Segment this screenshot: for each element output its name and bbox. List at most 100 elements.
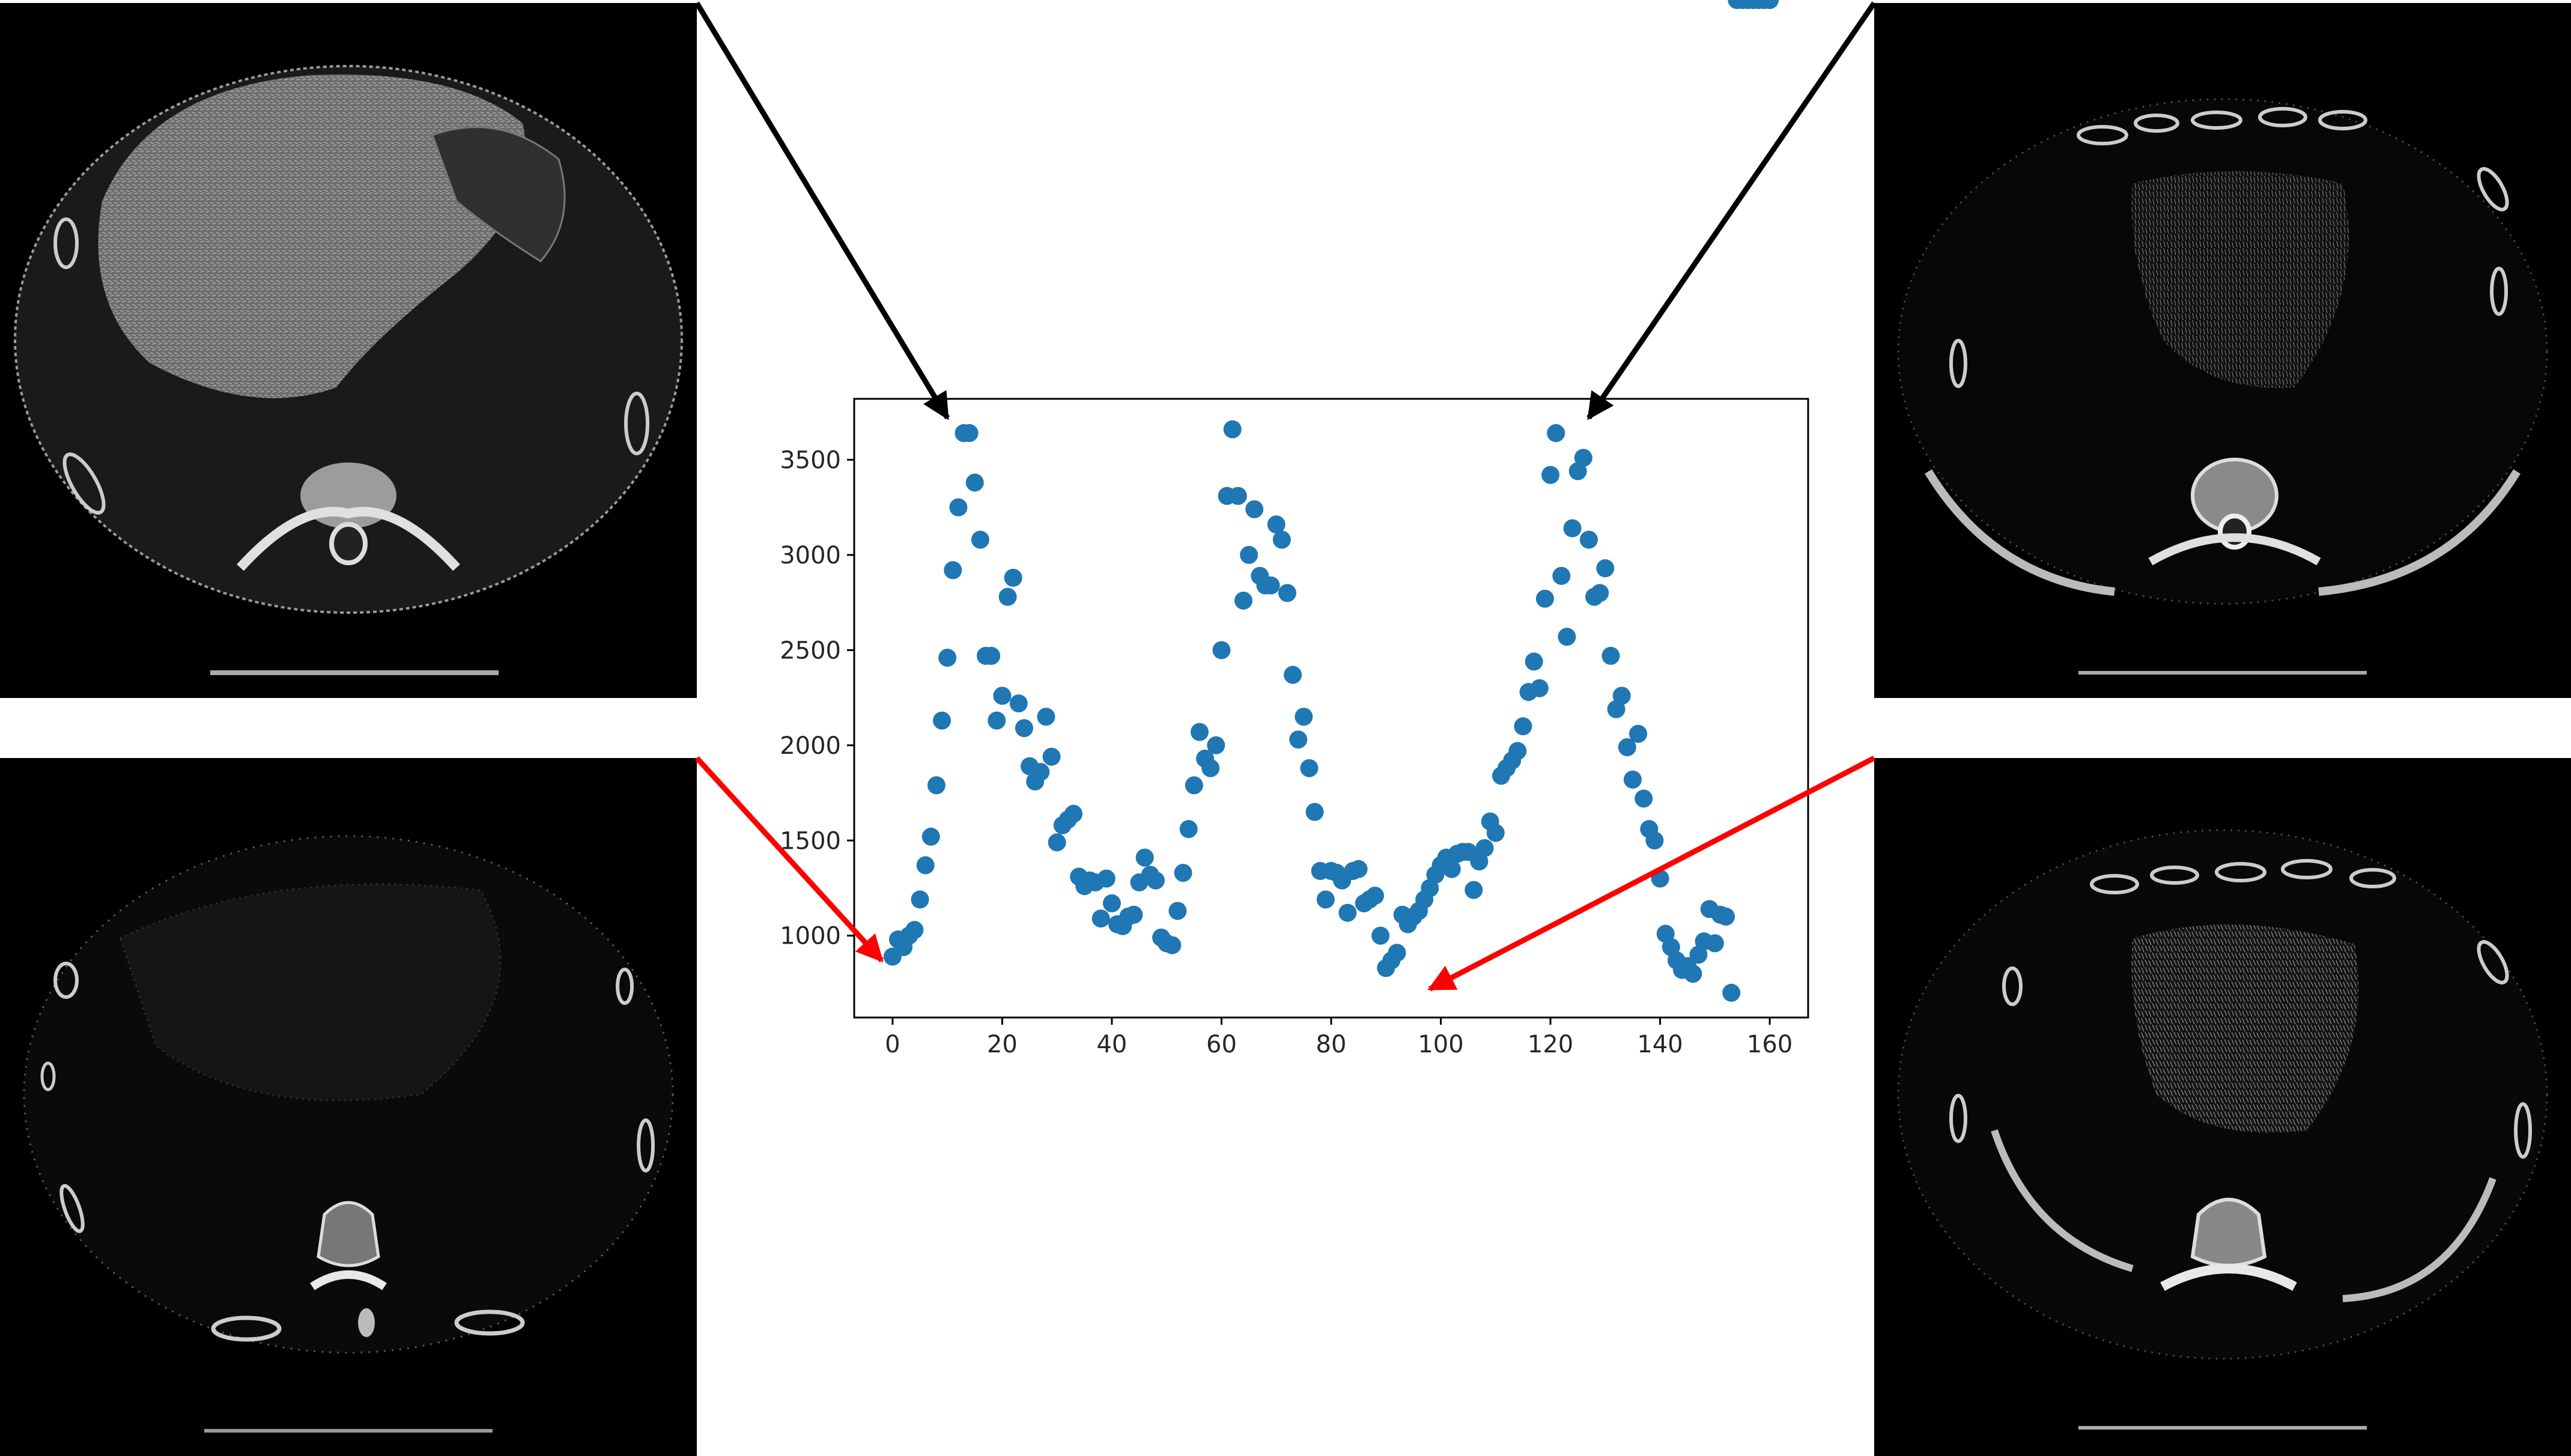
x-axis-ticks: 0 20 40 60 80 100 120 140 160 bbox=[885, 1018, 1792, 1058]
data-point bbox=[938, 649, 957, 667]
data-point bbox=[1102, 894, 1121, 912]
data-point bbox=[1514, 717, 1532, 736]
data-point bbox=[993, 687, 1012, 705]
data-point bbox=[960, 424, 979, 443]
data-point bbox=[1305, 802, 1324, 821]
x-tick-label: 120 bbox=[1528, 1031, 1573, 1058]
data-point bbox=[1212, 641, 1231, 660]
y-tick-label: 2500 bbox=[780, 637, 841, 664]
data-point bbox=[1541, 466, 1560, 484]
x-tick-label: 160 bbox=[1747, 1031, 1792, 1058]
data-point bbox=[911, 890, 929, 909]
data-point bbox=[1612, 687, 1631, 705]
ct-image-bottom-left-graphic bbox=[23, 835, 674, 1433]
data-point bbox=[1179, 820, 1198, 839]
data-point bbox=[1284, 666, 1302, 684]
data-point bbox=[1064, 804, 1083, 823]
arrow-bottom-right bbox=[1427, 756, 1876, 992]
ct-image-top-left bbox=[0, 3, 697, 698]
data-point bbox=[1042, 747, 1061, 766]
data-point bbox=[1267, 515, 1286, 534]
data-point bbox=[965, 473, 984, 492]
x-tick-label: 100 bbox=[1418, 1031, 1463, 1058]
data-point bbox=[1591, 584, 1609, 602]
data-point bbox=[1629, 724, 1648, 743]
data-point bbox=[1272, 530, 1291, 549]
x-tick-label: 20 bbox=[987, 1031, 1018, 1058]
data-point bbox=[1623, 770, 1642, 789]
data-point bbox=[1245, 500, 1264, 518]
plot-area-frame bbox=[853, 398, 1809, 1019]
data-point bbox=[1125, 905, 1143, 924]
y-tick-label: 3000 bbox=[780, 542, 841, 569]
data-point bbox=[1366, 887, 1385, 905]
data-point bbox=[1037, 708, 1055, 726]
arrow-top-left bbox=[694, 1, 950, 420]
y-tick-label: 1500 bbox=[780, 827, 841, 855]
data-point bbox=[1761, 0, 1779, 9]
y-axis-ticks: 1000 1500 2000 2500 3000 3500 bbox=[780, 446, 854, 950]
arrow-bottom-left bbox=[694, 756, 884, 963]
data-point bbox=[1015, 719, 1033, 738]
ct-image-bottom-left bbox=[0, 758, 697, 1456]
data-point bbox=[949, 498, 968, 517]
data-point bbox=[1048, 833, 1066, 852]
data-point bbox=[933, 711, 952, 730]
data-point bbox=[1207, 736, 1225, 754]
data-point bbox=[1705, 934, 1724, 953]
ct-image-top-right bbox=[1874, 3, 2571, 698]
data-point bbox=[1278, 584, 1296, 602]
data-point bbox=[944, 561, 962, 580]
data-point bbox=[1349, 860, 1368, 878]
data-point bbox=[1486, 824, 1505, 842]
data-point bbox=[1031, 763, 1050, 781]
ct-image-top-left-graphic bbox=[14, 65, 683, 675]
data-point bbox=[1004, 568, 1022, 587]
y-tick-label: 2000 bbox=[780, 732, 841, 760]
data-point bbox=[1525, 652, 1543, 671]
data-point bbox=[1338, 903, 1357, 922]
ct-image-bottom-right bbox=[1874, 758, 2571, 1456]
data-point bbox=[1552, 566, 1571, 585]
data-point bbox=[1535, 589, 1554, 608]
data-point bbox=[1635, 789, 1653, 808]
data-point bbox=[1261, 576, 1280, 595]
data-point bbox=[1475, 839, 1494, 857]
data-point bbox=[905, 921, 924, 939]
data-point bbox=[1091, 909, 1110, 928]
data-point bbox=[982, 646, 1001, 665]
data-point bbox=[1300, 759, 1319, 777]
data-point bbox=[1558, 628, 1576, 646]
data-point bbox=[1240, 545, 1258, 564]
data-point bbox=[1289, 730, 1308, 749]
data-point bbox=[1190, 723, 1209, 741]
data-point bbox=[1618, 738, 1636, 756]
data-point bbox=[1371, 926, 1390, 945]
data-point bbox=[1574, 449, 1592, 467]
data-point bbox=[1295, 708, 1313, 726]
data-point bbox=[1135, 848, 1154, 867]
data-point bbox=[1547, 424, 1565, 443]
annotation-arrows bbox=[694, 1, 1877, 992]
ct-image-bottom-right-graphic bbox=[1897, 829, 2548, 1430]
data-point bbox=[1722, 983, 1741, 1002]
y-tick-label: 1000 bbox=[780, 923, 841, 950]
data-point bbox=[1316, 890, 1335, 909]
data-point bbox=[927, 776, 946, 795]
y-tick-label: 3500 bbox=[780, 446, 841, 474]
data-point bbox=[1508, 742, 1527, 760]
x-tick-label: 140 bbox=[1637, 1031, 1683, 1058]
data-point bbox=[1601, 646, 1620, 665]
x-tick-label: 80 bbox=[1316, 1031, 1347, 1058]
data-point bbox=[1563, 519, 1582, 538]
data-point bbox=[1717, 908, 1735, 926]
arrow-top-right bbox=[1586, 1, 1877, 420]
data-point bbox=[1228, 487, 1247, 505]
data-point bbox=[1201, 759, 1220, 777]
x-tick-label: 60 bbox=[1206, 1031, 1237, 1058]
data-point bbox=[1168, 902, 1187, 920]
data-point bbox=[1442, 860, 1461, 878]
data-point bbox=[1009, 694, 1028, 713]
x-tick-label: 0 bbox=[885, 1031, 900, 1058]
data-point bbox=[1163, 936, 1182, 954]
